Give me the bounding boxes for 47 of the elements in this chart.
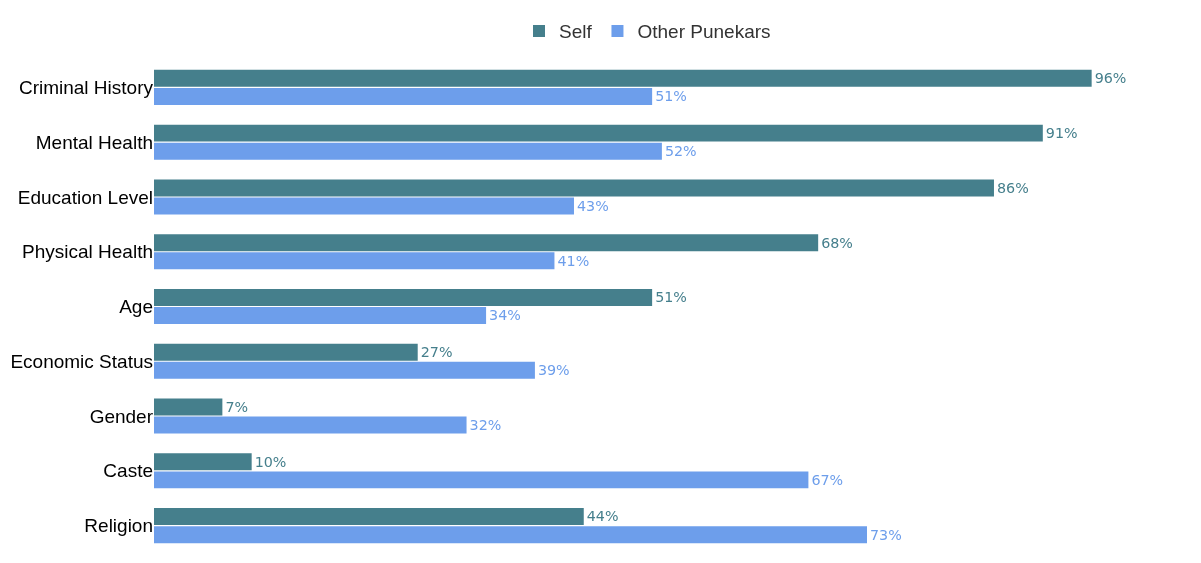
bar (154, 142, 662, 160)
legend-label: Self (559, 21, 593, 43)
y-tick-label: Caste (103, 460, 153, 482)
bar (154, 288, 653, 306)
data-label: 43% (577, 197, 609, 214)
data-label: 34% (489, 307, 521, 324)
data-label: 86% (996, 179, 1029, 196)
bar (154, 307, 487, 325)
data-label: 73% (870, 526, 902, 543)
bar (154, 526, 867, 544)
data-label: 32% (469, 417, 502, 434)
data-label: 51% (655, 289, 687, 306)
bar (154, 179, 994, 197)
bar (154, 197, 574, 215)
bar (154, 343, 418, 361)
bar (154, 453, 252, 471)
bar (154, 124, 1043, 142)
data-label: 41% (557, 252, 590, 269)
data-label: 52% (664, 143, 697, 160)
y-tick-label: Economic Status (10, 350, 153, 372)
y-tick-label: Age (119, 296, 153, 318)
bar (154, 398, 223, 416)
bar (154, 234, 819, 252)
bar (154, 508, 584, 526)
data-label: 27% (420, 344, 453, 361)
data-label: 96% (1094, 70, 1127, 87)
y-tick-label: Religion (84, 515, 153, 537)
y-tick-label: Criminal History (18, 77, 154, 99)
y-tick-label: Mental Health (35, 131, 153, 153)
data-label: 51% (655, 88, 687, 105)
data-label: 10% (254, 453, 287, 470)
bar (154, 252, 555, 270)
bar (154, 87, 653, 105)
y-tick-label: Education Level (17, 186, 153, 208)
bar (154, 416, 467, 434)
y-tick-label: Gender (89, 405, 154, 427)
data-label: 44% (586, 508, 619, 525)
bar (154, 69, 1092, 87)
data-label: 39% (537, 362, 570, 379)
data-label: 7% (225, 398, 249, 415)
data-label: 91% (1045, 125, 1078, 142)
bar (154, 471, 809, 489)
data-label: 67% (811, 471, 844, 488)
data-label: 68% (821, 234, 853, 251)
bar (154, 361, 535, 379)
y-tick-label: Physical Health (22, 241, 153, 263)
legend-label: Other Punekars (637, 21, 771, 43)
